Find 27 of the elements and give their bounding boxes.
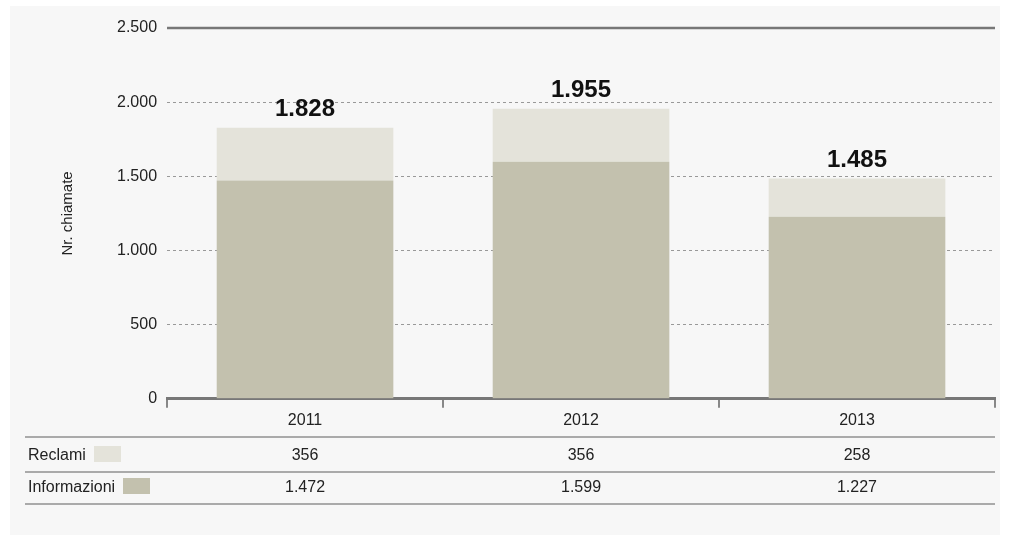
legend-label: Informazioni	[28, 477, 117, 496]
y-tick-label: 500	[130, 315, 158, 333]
y-tick-label: 2.000	[116, 92, 158, 110]
bar	[768, 178, 946, 217]
y-tick-label: 2.500	[116, 18, 158, 36]
bar	[492, 108, 670, 162]
data-label: 1.599	[560, 477, 603, 496]
y-tick-label: 1.500	[116, 166, 158, 184]
y-axis-title: Nr. chiamate	[58, 171, 76, 256]
bar	[768, 216, 946, 399]
x-tick-label: 2012	[563, 410, 599, 428]
data-label: 1.227	[835, 477, 878, 496]
total-label: 1.485	[826, 145, 888, 173]
bar	[216, 127, 394, 181]
bar	[492, 161, 670, 399]
data-label: 356	[566, 445, 596, 464]
bar	[216, 180, 394, 399]
y-tick-label: 1.000	[116, 240, 158, 258]
data-label: 258	[842, 445, 872, 464]
data-label: 356	[290, 445, 320, 464]
y-tick-label: 0	[148, 389, 158, 407]
legend-label: Reclami	[28, 445, 87, 464]
total-label: 1.828	[275, 94, 336, 122]
data-label: 1.472	[284, 477, 327, 496]
x-tick-label: 2013	[839, 410, 875, 428]
total-label: 1.955	[550, 75, 612, 103]
x-tick-label: 2011	[287, 410, 323, 428]
